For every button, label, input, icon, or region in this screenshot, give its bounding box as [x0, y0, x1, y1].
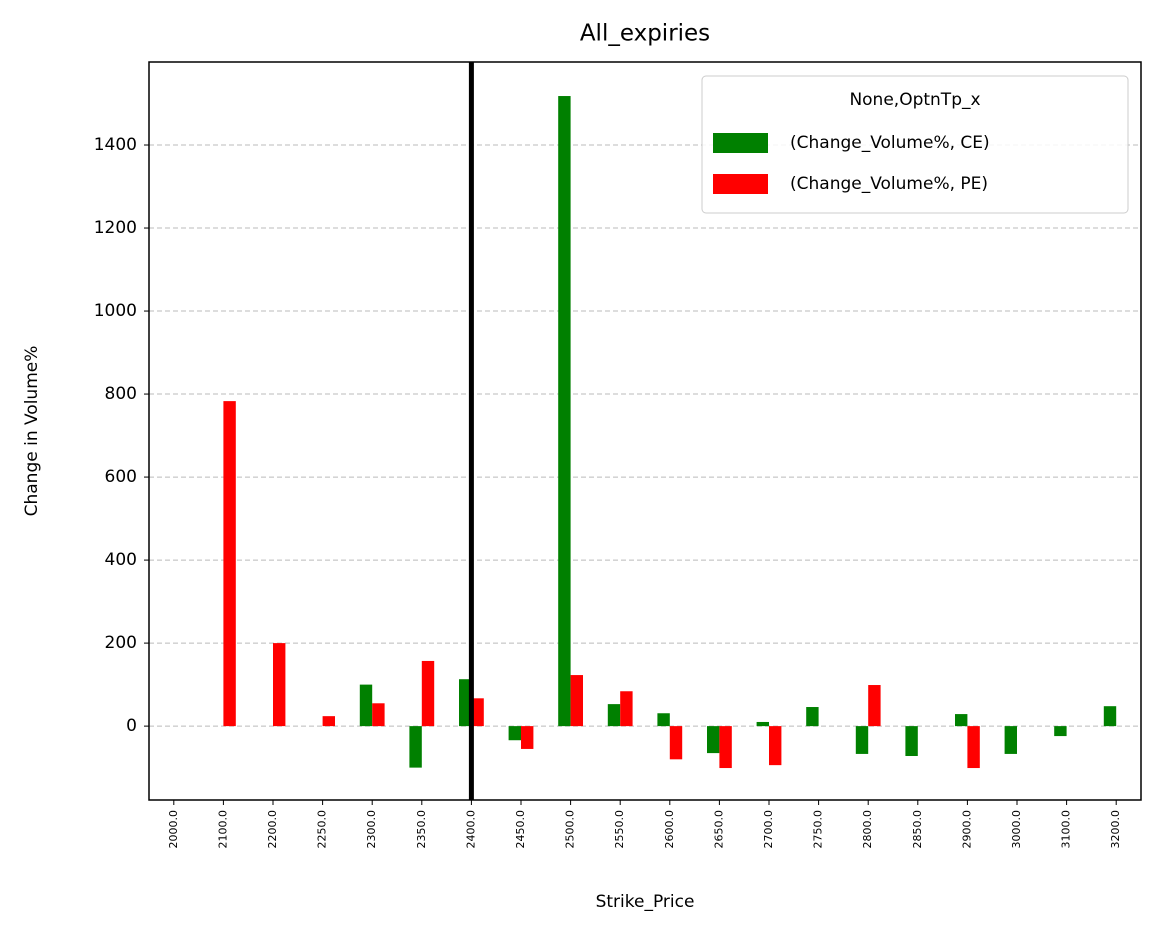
bar — [868, 685, 881, 727]
x-tick-label: 2550.0 — [613, 810, 626, 849]
bar — [719, 726, 732, 769]
y-tick-label: 600 — [105, 467, 137, 487]
bar — [1103, 706, 1117, 727]
chart-title: All_expiries — [580, 21, 710, 47]
x-tick-label: 2300.0 — [365, 810, 378, 849]
y-tick-label: 0 — [126, 716, 137, 736]
bar — [459, 679, 472, 727]
bar — [657, 713, 670, 727]
bar — [508, 726, 521, 741]
bar — [1004, 726, 1017, 754]
legend-label: (Change_Volume%, CE) — [790, 133, 990, 153]
y-tick-label: 1200 — [94, 218, 137, 238]
bar — [669, 726, 683, 760]
x-tick-label: 2250.0 — [316, 810, 329, 849]
legend-swatch — [713, 133, 768, 153]
x-tick-label: 3000.0 — [1010, 810, 1023, 849]
bar — [359, 684, 373, 727]
plot-frame — [148, 61, 1142, 801]
legend-label: (Change_Volume%, PE) — [790, 174, 988, 194]
x-tick-label: 2900.0 — [960, 810, 973, 849]
x-tick-label: 2000.0 — [167, 810, 180, 849]
y-tick-label: 400 — [105, 550, 137, 570]
y-axis-label: Change in Volume% — [22, 346, 42, 517]
x-tick-label: 3100.0 — [1060, 810, 1073, 849]
bar — [905, 726, 918, 757]
x-tick-label: 2750.0 — [812, 810, 825, 849]
x-axis-label: Strike_Price — [596, 892, 695, 912]
y-tick-label: 1000 — [94, 301, 137, 321]
x-tick-label: 3200.0 — [1109, 810, 1122, 849]
x-tick-label: 2650.0 — [712, 810, 725, 849]
x-tick-label: 2800.0 — [861, 810, 874, 849]
x-tick-label: 2350.0 — [415, 810, 428, 849]
bar — [1054, 726, 1067, 737]
x-tick-label: 2400.0 — [464, 810, 477, 849]
x-tick-label: 2200.0 — [266, 810, 279, 849]
x-tick-label: 2700.0 — [762, 810, 775, 849]
bar — [409, 726, 422, 768]
bar — [372, 703, 385, 727]
legend-box — [701, 75, 1129, 214]
y-tick-label: 1400 — [94, 135, 137, 155]
bar — [223, 401, 236, 727]
x-tick-label: 2500.0 — [564, 810, 577, 849]
bar — [607, 704, 621, 727]
bar — [471, 698, 484, 727]
x-tick-label: 2850.0 — [911, 810, 924, 849]
y-tick-label: 800 — [105, 384, 137, 404]
x-tick-label: 2450.0 — [514, 810, 527, 849]
bar — [756, 721, 769, 727]
bar — [273, 643, 286, 727]
bar — [620, 691, 633, 727]
bar — [521, 726, 534, 749]
bar — [707, 726, 720, 754]
bar — [967, 726, 980, 769]
legend-title: None,OptnTp_x — [849, 90, 980, 110]
legend-swatch — [713, 174, 768, 194]
y-tick-label: 200 — [105, 633, 137, 653]
bar — [558, 96, 571, 727]
x-tick-label: 2600.0 — [663, 810, 676, 849]
bar — [322, 716, 335, 727]
x-tick-label: 2100.0 — [216, 810, 229, 849]
bar — [570, 675, 583, 727]
bar — [855, 726, 869, 754]
bar — [769, 726, 782, 766]
bar — [421, 660, 435, 727]
bar — [806, 707, 819, 727]
bar — [955, 714, 968, 727]
